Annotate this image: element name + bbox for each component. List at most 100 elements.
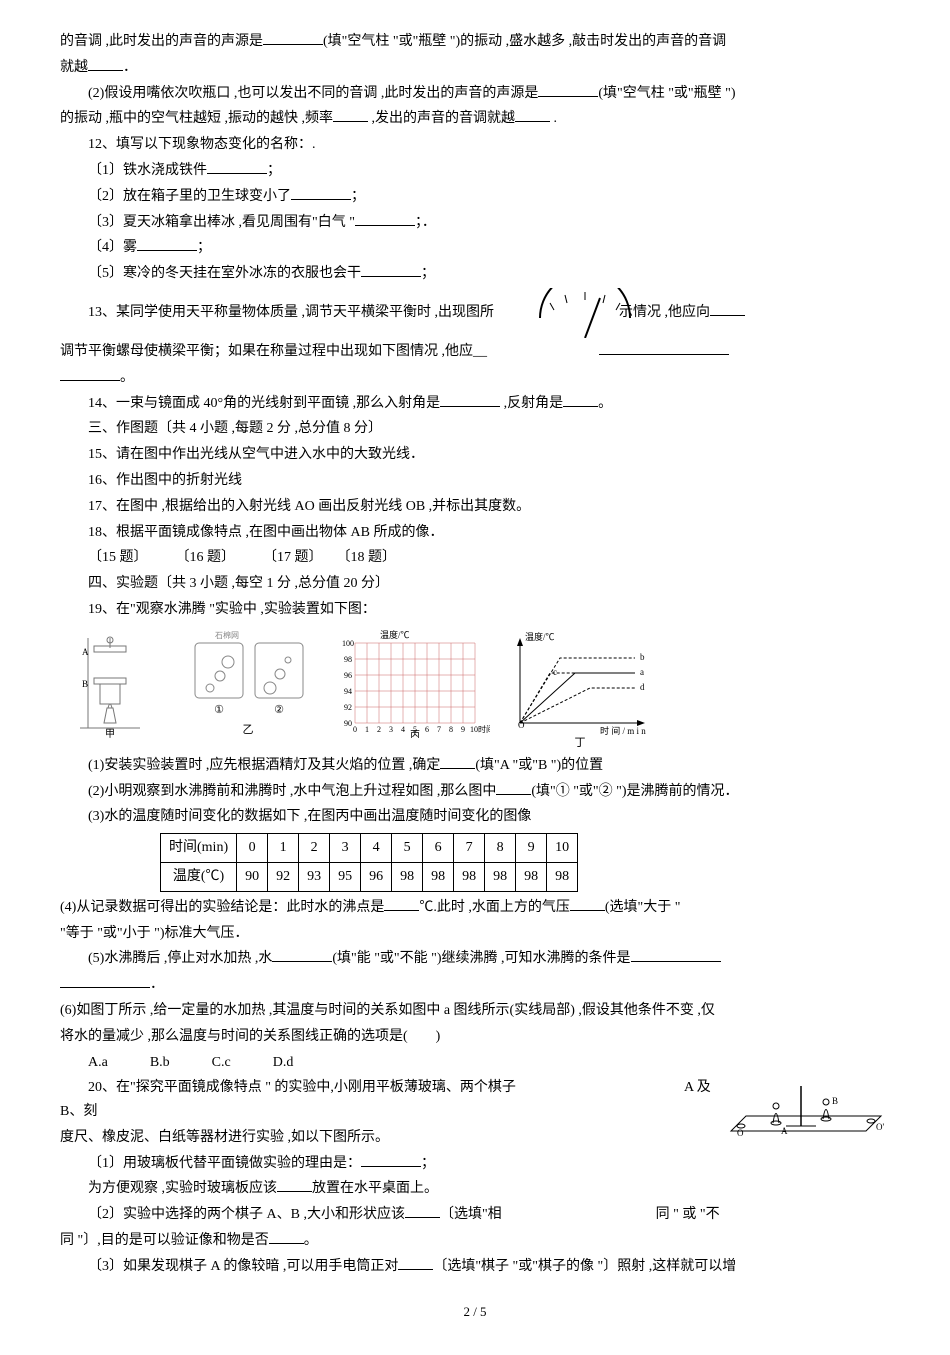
svg-text:0: 0 bbox=[353, 725, 357, 734]
blank[interactable] bbox=[333, 107, 368, 122]
q19-4: (4)从记录数据可得出的实验结论是：此时水的沸点是℃.此时 ,水面上方的气压(选… bbox=[60, 896, 890, 920]
q19-1: (1)安装实验装置时 ,应先根据酒精灯及其火焰的位置 ,确定(填"A "或"B … bbox=[60, 754, 890, 778]
q12-4: 〔4〕雾； bbox=[60, 236, 890, 260]
blank[interactable] bbox=[269, 1229, 304, 1244]
blank[interactable] bbox=[88, 56, 123, 71]
table-cell: 98 bbox=[423, 862, 454, 891]
blank[interactable] bbox=[440, 392, 500, 407]
svg-text:c: c bbox=[553, 667, 557, 677]
svg-text:92: 92 bbox=[344, 703, 352, 712]
svg-text:100: 100 bbox=[342, 639, 354, 648]
q12-title: 12、填写以下现象物态变化的名称：. bbox=[60, 133, 890, 157]
blank[interactable] bbox=[361, 1152, 421, 1167]
svg-text:96: 96 bbox=[344, 671, 352, 680]
svg-text:98: 98 bbox=[344, 655, 352, 664]
svg-text:温度/℃: 温度/℃ bbox=[380, 629, 410, 640]
table-header-cell: 2 bbox=[299, 834, 330, 863]
mirror-setup-icon: A B O O' bbox=[726, 1076, 886, 1146]
apparatus-jia-icon: 甲 A B bbox=[80, 628, 160, 738]
table-header-cell: 7 bbox=[454, 834, 485, 863]
q19-6a: (6)如图丁所示 ,给一定量的水加热 ,其温度与时间的关系如图中 a 图线所示(… bbox=[60, 999, 890, 1023]
q20-2: 〔2〕实验中选择的两个棋子 A、B ,大小和形状应该〔选填"相 同 " 或 "不 bbox=[60, 1203, 890, 1227]
blank[interactable] bbox=[515, 107, 550, 122]
svg-text:1: 1 bbox=[365, 725, 369, 734]
svg-text:温度/℃: 温度/℃ bbox=[525, 631, 555, 642]
q11-line2: 就越． bbox=[60, 56, 890, 80]
svg-text:10: 10 bbox=[470, 725, 478, 734]
q19-title: 19、在"观察水沸腾 "实验中 ,实验装置如下图： bbox=[60, 598, 890, 622]
table-row-label: 温度(℃) bbox=[161, 862, 237, 891]
chart-ding: 温度/℃ b a c d 时 间 / m i n O 丁 bbox=[500, 628, 660, 748]
blank[interactable] bbox=[291, 185, 351, 200]
blank[interactable] bbox=[60, 366, 120, 381]
q11-2b: 的振动 ,瓶中的空气柱越短 ,振动的越快 ,频率 ,发出的声音的音调就越 . bbox=[60, 107, 890, 131]
q19-4d: "等于 "或"小于 ")标准大气压． bbox=[60, 922, 890, 946]
q12-5: 〔5〕寒冷的冬天挂在室外冰冻的衣服也会干； bbox=[60, 262, 890, 286]
svg-text:3: 3 bbox=[389, 725, 393, 734]
blank[interactable] bbox=[631, 947, 721, 962]
blank[interactable] bbox=[405, 1203, 440, 1218]
blank[interactable] bbox=[60, 973, 150, 988]
table-header-cell: 1 bbox=[268, 834, 299, 863]
blank[interactable] bbox=[563, 392, 598, 407]
blank[interactable] bbox=[355, 211, 415, 226]
blank[interactable] bbox=[710, 301, 745, 316]
svg-text:4: 4 bbox=[401, 725, 405, 734]
q20-2d: 同 "〕,目的是可以验证像和物是否。 bbox=[60, 1229, 890, 1253]
blank[interactable] bbox=[496, 780, 531, 795]
balance-scale-icon bbox=[502, 288, 612, 338]
blank[interactable] bbox=[272, 947, 332, 962]
svg-text:O': O' bbox=[876, 1122, 884, 1132]
tubes-yi-icon: 石棉网 ① ② 乙 bbox=[170, 628, 320, 738]
svg-text:丁: 丁 bbox=[575, 737, 586, 748]
svg-text:a: a bbox=[640, 667, 644, 677]
q12-1: 〔1〕铁水浇成铁件； bbox=[60, 159, 890, 183]
blank[interactable] bbox=[570, 896, 605, 911]
svg-text:A: A bbox=[82, 647, 89, 657]
table-cell: 90 bbox=[237, 862, 268, 891]
blank[interactable] bbox=[361, 262, 421, 277]
svg-text:9: 9 bbox=[461, 725, 465, 734]
q12-2: 〔2〕放在箱子里的卫生球变小了； bbox=[60, 185, 890, 209]
svg-text:石棉网: 石棉网 bbox=[215, 630, 239, 640]
blank[interactable] bbox=[398, 1255, 433, 1270]
table-cell: 96 bbox=[361, 862, 392, 891]
blank[interactable] bbox=[384, 896, 419, 911]
q16: 16、作出图中的折射光线 bbox=[60, 469, 890, 493]
table-cell: 98 bbox=[485, 862, 516, 891]
table-cell: 92 bbox=[268, 862, 299, 891]
table-header-cell: 5 bbox=[392, 834, 423, 863]
q19-5: (5)水沸腾后 ,停止对水加热 ,水(填"能 "或"不能 ")继续沸腾 ,可知水… bbox=[60, 947, 890, 971]
page-number: 2 / 5 bbox=[60, 1301, 890, 1323]
table-cell: 98 bbox=[516, 862, 547, 891]
table-header-cell: 3 bbox=[330, 834, 361, 863]
table-cell: 98 bbox=[454, 862, 485, 891]
svg-text:7: 7 bbox=[437, 725, 441, 734]
blank[interactable] bbox=[263, 30, 323, 45]
q19-2: (2)小明观察到水沸腾前和沸腾时 ,水中气泡上升过程如图 ,那么图中(填"① "… bbox=[60, 780, 890, 804]
table-header-cell: 9 bbox=[516, 834, 547, 863]
svg-text:时间/min: 时间/min bbox=[478, 724, 490, 734]
blank[interactable] bbox=[538, 82, 598, 97]
blank[interactable] bbox=[277, 1177, 312, 1192]
svg-text:B: B bbox=[832, 1096, 838, 1106]
svg-text:①: ① bbox=[214, 704, 224, 716]
table-header-cell: 6 bbox=[423, 834, 454, 863]
q-labels: 〔15 题〕 〔16 题〕 〔17 题〕 〔18 题〕 bbox=[88, 546, 890, 570]
table-cell: 98 bbox=[547, 862, 578, 891]
table-header-cell: 时间(min) bbox=[161, 834, 237, 863]
sec3-title: 三、作图题〔共 4 小题 ,每题 2 分 ,总分值 8 分〕 bbox=[60, 417, 890, 441]
q12-3: 〔3〕夏天冰箱拿出棒冰 ,看见周围有"白气 "；． bbox=[60, 211, 890, 235]
blank[interactable] bbox=[137, 236, 197, 251]
table-header-cell: 4 bbox=[361, 834, 392, 863]
blank[interactable] bbox=[599, 340, 729, 355]
table-header-cell: 10 bbox=[547, 834, 578, 863]
blank[interactable] bbox=[440, 754, 475, 769]
q15: 15、请在图中作出光线从空气中进入水中的大致光线． bbox=[60, 443, 890, 467]
svg-text:b: b bbox=[640, 652, 645, 662]
blank[interactable] bbox=[207, 159, 267, 174]
svg-text:O: O bbox=[737, 1128, 744, 1138]
q19-3: (3)水的温度随时间变化的数据如下 ,在图丙中画出温度随时间变化的图像 bbox=[60, 805, 890, 829]
svg-text:时 间 / m i n: 时 间 / m i n bbox=[600, 725, 646, 736]
svg-text:丙: 丙 bbox=[410, 730, 420, 738]
